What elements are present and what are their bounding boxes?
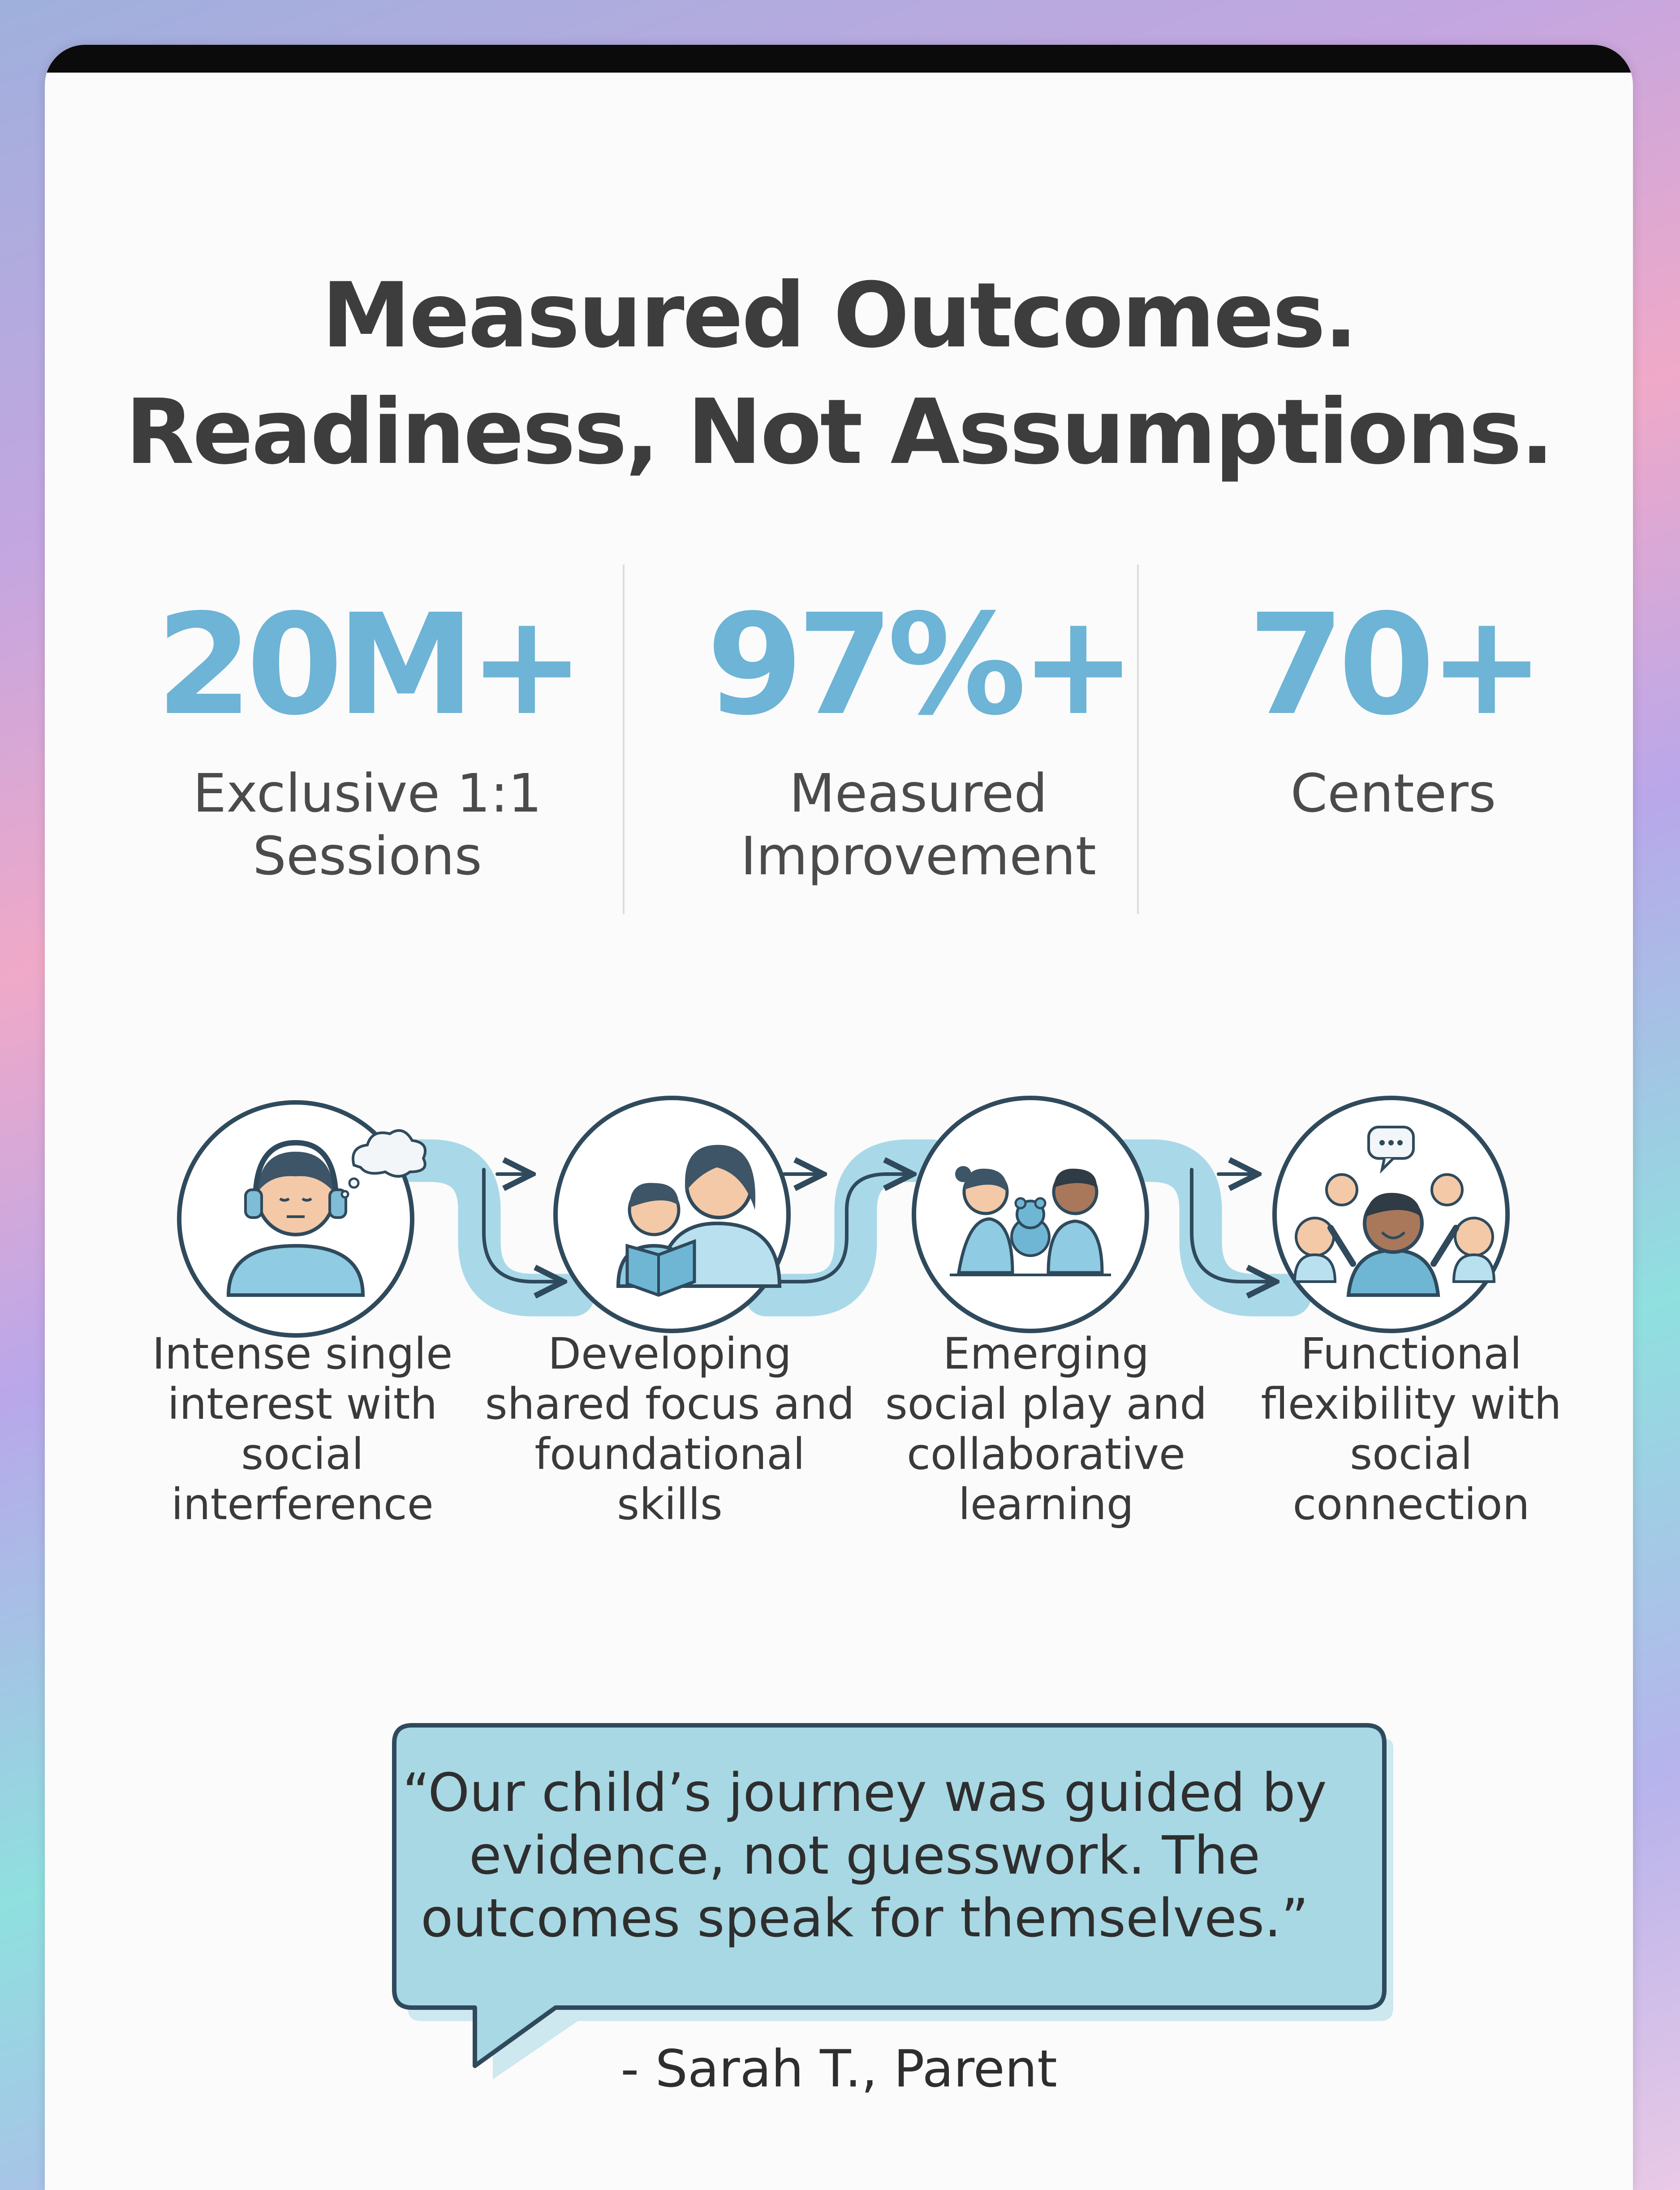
stat-centers: 70+ Centers — [1156, 596, 1631, 825]
infographic-card: Measured Outcomes. Readiness, Not Assump… — [45, 45, 1633, 2190]
child-group-chat-icon — [1272, 1096, 1510, 1333]
step-label-line: Intense single — [152, 1329, 453, 1379]
flow-arrow — [1190, 1168, 1272, 1282]
stat-divider — [1137, 565, 1139, 914]
child-headphones-thought-icon — [177, 1100, 426, 1338]
journey-step-label: Functional flexibility with social conne… — [1223, 1329, 1599, 1529]
testimonial-quote: “Our child’s journey was guided by evide… — [385, 1761, 1344, 1949]
stat-divider — [623, 565, 625, 914]
journey-path — [373, 1139, 1312, 1317]
stat-sessions: 20M+ Exclusive 1:1 Sessions — [143, 596, 591, 887]
stat-label: Measured Improvement — [661, 762, 1176, 887]
quote-line: “Our child’s journey was guided by — [402, 1762, 1327, 1823]
journey-step-label: Emerging social play and collaborative l… — [860, 1329, 1232, 1529]
quote-line: evidence, not guesswork. The — [469, 1824, 1261, 1886]
journey-step-label: Intense single interest with social inte… — [121, 1329, 484, 1529]
stat-label: Exclusive 1:1 Sessions — [143, 762, 591, 887]
quote-line: outcomes speak for themselves.” — [421, 1887, 1309, 1949]
stat-value: 70+ — [1248, 584, 1545, 746]
stat-value: 97%+ — [706, 584, 1137, 746]
step-label-line: skills — [617, 1479, 723, 1529]
testimonial: “Our child’s journey was guided by evide… — [332, 1680, 1407, 2039]
children-playing-teddy-icon — [912, 1096, 1149, 1333]
flow-arrow — [751, 1174, 909, 1283]
step-label-line: Emerging — [943, 1329, 1150, 1379]
stat-label-line: Measured — [789, 762, 1048, 824]
stat-label-line: Exclusive 1:1 — [193, 762, 542, 824]
step-label-line: shared focus and — [485, 1379, 855, 1429]
stat-label-line: Improvement — [741, 825, 1096, 887]
step-label-line: learning — [958, 1479, 1134, 1529]
step-label-line: interference — [171, 1479, 434, 1529]
step-label-line: social play and — [885, 1379, 1207, 1429]
step-label-line: foundational — [534, 1429, 805, 1479]
stat-label-line: Centers — [1290, 762, 1496, 824]
headline-line-2: Readiness, Not Assumptions. — [125, 380, 1555, 484]
step-label-line: social — [1350, 1429, 1473, 1479]
stat-value: 20M+ — [156, 584, 585, 746]
step-label-line: collaborative — [907, 1429, 1185, 1479]
stat-improvement: 97%+ Measured Improvement — [661, 596, 1176, 887]
step-label-line: Developing — [548, 1329, 792, 1379]
step-label-line: connection — [1292, 1479, 1530, 1529]
step-label-line: interest with — [167, 1379, 438, 1429]
step-label-line: social — [241, 1429, 364, 1479]
step-label-line: flexibility with — [1261, 1379, 1562, 1429]
parent-child-reading-icon — [553, 1096, 791, 1333]
stat-label: Centers — [1156, 762, 1631, 825]
top-bar — [45, 45, 1633, 73]
headline-line-1: Measured Outcomes. — [321, 263, 1358, 368]
step-label-line: Functional — [1301, 1329, 1522, 1379]
testimonial-bubble — [392, 1723, 1393, 2079]
flow-arrow — [482, 1168, 560, 1282]
journey-step-label: Developing shared focus and foundational… — [475, 1329, 865, 1529]
stat-label-line: Sessions — [253, 825, 482, 887]
testimonial-author: - Sarah T., Parent — [620, 2039, 1057, 2099]
journey-flow — [177, 1096, 1510, 2079]
